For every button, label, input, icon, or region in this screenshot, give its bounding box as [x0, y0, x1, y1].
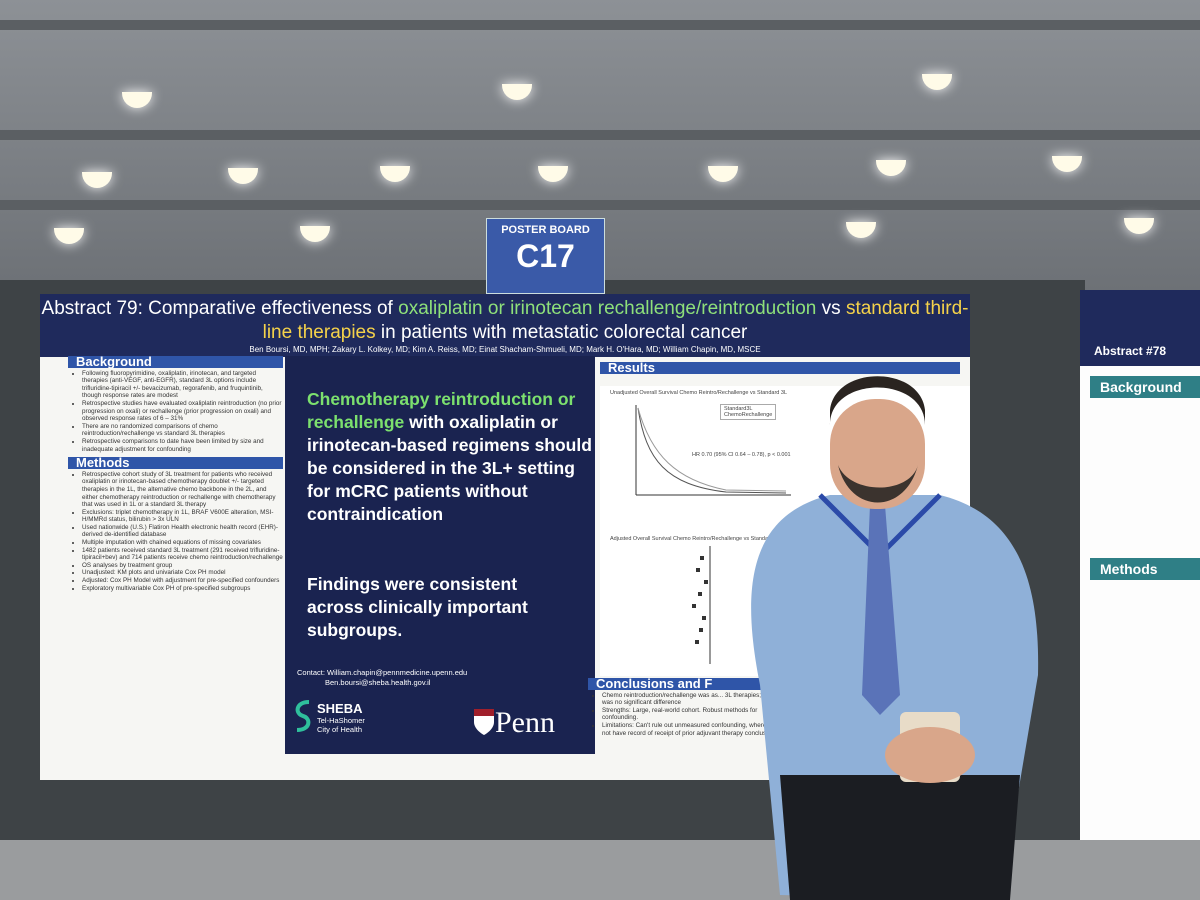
lamp [82, 172, 112, 188]
km-plot [635, 405, 791, 496]
title-text: Abstract 79: Comparative effectiveness o… [41, 298, 393, 319]
contact-line: Contact: William.chapin@pennmedicine.upe… [297, 668, 468, 677]
forest-title: Adjusted Overall Survival Chemo Reintro/… [610, 536, 781, 542]
bullet: OS analyses by treatment group [82, 562, 283, 570]
lamp [1124, 218, 1154, 234]
bullet: Retrospective cohort study of 3L treatme… [82, 471, 283, 509]
bullet: Following fluoropyrimidine, oxaliplatin,… [82, 370, 283, 400]
contact: Contact: William.chapin@pennmedicine.upe… [297, 668, 467, 688]
lamp [846, 222, 876, 238]
bullet: Used nationwide (U.S.) Flatiron Health e… [82, 524, 283, 539]
board-number: C17 [516, 238, 575, 274]
forest-plot [692, 546, 711, 664]
bullet: Unadjusted: KM plots and univariate Cox … [82, 569, 283, 577]
truss [0, 130, 1200, 140]
presenter [751, 376, 1039, 900]
bullet-list: Following fluoropyrimidine, oxaliplatin,… [68, 370, 283, 454]
findings: Findings were consistent across clinical… [307, 574, 528, 640]
title-text: in patients with metastatic colorectal c… [380, 322, 748, 343]
bullet: Retrospective studies have evaluated oxa… [82, 400, 283, 423]
bullet-list: Retrospective cohort study of 3L treatme… [68, 471, 283, 593]
left-column: Background Following fluoropyrimidine, o… [68, 355, 283, 596]
bullet: Multiple imputation with chained equatio… [82, 539, 283, 547]
lamp [122, 92, 152, 108]
conclusions-column: Conclusions and F Chemo reintroduction/r… [588, 677, 788, 741]
key-message-panel: Chemotherapy reintroduction or rechallen… [285, 356, 595, 754]
title-highlight: standard third-line therapies [262, 298, 969, 343]
penn-shield [474, 709, 494, 735]
message-highlight: Chemotherapy reintroduction or rechallen… [307, 389, 576, 432]
lamp [708, 166, 738, 182]
bullet: Retrospective comparisons to date have b… [82, 438, 283, 453]
bullet: Exclusions: triplet chemotherapy in 1L, … [82, 509, 283, 524]
section-heading: Background [68, 355, 283, 368]
section-heading: Methods [68, 456, 283, 469]
hazard-ratio: HR 0.70 (95% CI 0.64 – 0.78), p < 0.001 [692, 452, 791, 458]
lamp [54, 228, 84, 244]
plot-title: Unadjusted Overall Survival Chemo Reintr… [610, 390, 788, 396]
section-heading: Conclusions and F [588, 677, 788, 690]
lamp [502, 84, 532, 100]
lamp [876, 160, 906, 176]
bullet: Chemo reintroduction/rechallenge was as.… [602, 692, 788, 707]
sheba-logo-mark [295, 700, 311, 732]
message-text: with oxaliplatin or irinotecan-based reg… [307, 412, 592, 524]
contact-line: Ben.boursi@sheba.health.gov.il [325, 678, 431, 687]
authors: Ben Boursi, MD, MPH; Zakary L. Kolkey, M… [249, 345, 761, 354]
board-sign: POSTER BOARD C17 [486, 218, 605, 294]
bullet: Exploratory multivariable Cox PH of pre-… [82, 585, 283, 593]
neighbor-poster: Abstract #78 Background Methods [1080, 290, 1200, 840]
truss [0, 20, 1200, 30]
title-highlight: oxaliplatin or irinotecan rechallenge/re… [398, 298, 817, 319]
bullet: 1482 patients received standard 3L treat… [82, 547, 283, 562]
penn-logo: Penn [495, 706, 555, 739]
sheba-logo: SHEBA [317, 701, 363, 716]
truss [0, 200, 1200, 210]
bullet: Adjusted: Cox PH Model with adjustment f… [82, 577, 283, 585]
sign-label: POSTER BOARD [501, 224, 590, 236]
bullet: There are no randomized comparisons of c… [82, 423, 283, 438]
lamp [1052, 156, 1082, 172]
lamp [300, 226, 330, 242]
bullet-list: Chemo reintroduction/rechallenge was as.… [588, 692, 788, 738]
key-message: Chemotherapy reintroduction or rechallen… [307, 388, 597, 526]
section-heading: Results [600, 361, 960, 374]
legend-entry: ChemoRechallenge [724, 412, 773, 418]
neighbor-title: Abstract #78 [1080, 290, 1200, 366]
lamp [538, 166, 568, 182]
lamp [380, 166, 410, 182]
spacer [1080, 398, 1200, 548]
section-heading: Background [1090, 376, 1200, 398]
title-text: vs [821, 298, 841, 319]
legend-entry: Standard3L [724, 406, 753, 412]
section-heading: Methods [1090, 558, 1200, 580]
bullet: Strengths: Large, real-world cohort. Rob… [602, 707, 788, 722]
legend: Standard3L ChemoRechallenge [720, 404, 777, 420]
bullet: Limitations: Can't rule out unmeasured c… [602, 722, 788, 737]
lamp [922, 74, 952, 90]
poster-title: Abstract 79: Comparative effectiveness o… [40, 294, 970, 357]
lamp [228, 168, 258, 184]
results-column: Results [600, 361, 960, 374]
sheba-subtitle: Tel-HaShomer City of Health [317, 716, 365, 734]
